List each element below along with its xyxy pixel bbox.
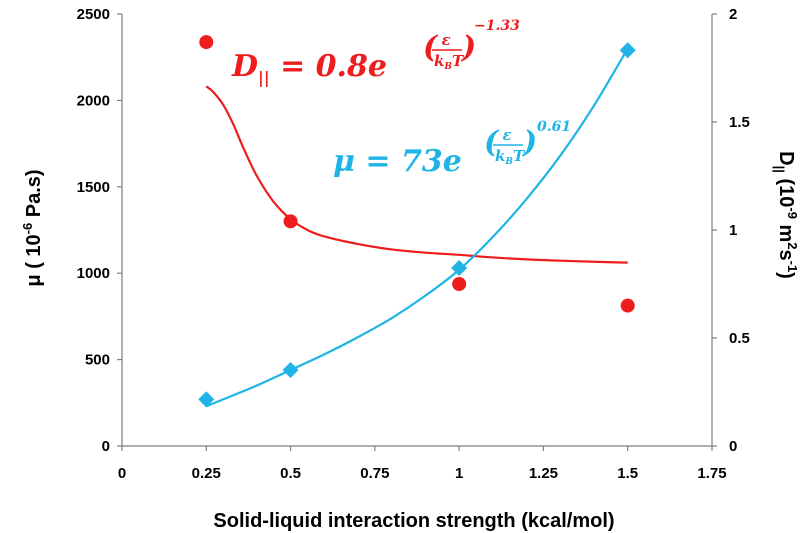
svg-text:(: ( bbox=[423, 30, 439, 65]
svg-text:): ) bbox=[521, 125, 537, 160]
svg-text:(: ( bbox=[484, 125, 500, 160]
viscosity-data-point bbox=[619, 42, 636, 59]
svg-text:D|| = 0.8e: D|| = 0.8e bbox=[231, 49, 387, 87]
svg-text:kBT: kBT bbox=[495, 147, 526, 167]
y-left-tick-label: 2500 bbox=[77, 6, 110, 23]
y-right-tick-label: 2 bbox=[729, 6, 737, 23]
y-right-tick-label: 1.5 bbox=[729, 114, 750, 131]
svg-text:μ = 73e: μ = 73e bbox=[333, 144, 462, 179]
diffusion-fit-line bbox=[205, 85, 628, 264]
y-right-tick-label: 0.5 bbox=[729, 330, 750, 347]
diffusion-data-point bbox=[452, 277, 467, 291]
y-left-tick-label: 1000 bbox=[77, 265, 110, 282]
y-left-tick-label: 2000 bbox=[77, 92, 110, 109]
x-tick-label: 1.5 bbox=[617, 465, 638, 482]
x-tick-label: 0 bbox=[118, 465, 126, 482]
y-right-tick-label: 1 bbox=[729, 222, 737, 239]
y-left-tick-label: 1500 bbox=[77, 179, 110, 196]
equation-mu: μ = 73e ( ε kBT ) 0.61 bbox=[333, 119, 571, 179]
x-axis-title: Solid-liquid interaction strength (kcal/… bbox=[213, 510, 614, 532]
svg-text:): ) bbox=[460, 30, 476, 65]
equation-d-parallel: D|| = 0.8e ( ε kBT ) −1.33 bbox=[231, 18, 520, 87]
viscosity-fit-line bbox=[205, 48, 629, 408]
diffusion-data-point bbox=[620, 298, 635, 313]
x-tick-label: 0.5 bbox=[280, 465, 301, 482]
y-left-tick-label: 0 bbox=[102, 438, 110, 455]
x-tick-label: 0.25 bbox=[192, 465, 221, 482]
x-tick-label: 1.75 bbox=[697, 465, 726, 482]
svg-text:0.61: 0.61 bbox=[537, 119, 571, 135]
series-layer bbox=[198, 35, 636, 408]
svg-text:kBT: kBT bbox=[434, 52, 465, 72]
svg-text:−1.33: −1.33 bbox=[474, 18, 520, 34]
left-y-axis-title: μ ( 10-6 Pa.s) bbox=[20, 169, 45, 286]
viscosity-data-point bbox=[198, 391, 215, 408]
tick-layer: 0 0.25 0.5 0.75 1 1.25 1.5 1.750500100015002000… bbox=[77, 6, 750, 482]
right-y-axis-title: D|| (10-9 m2s-1) bbox=[772, 151, 800, 279]
y-right-tick-label: 0 bbox=[729, 438, 737, 455]
x-tick-label: 0.75 bbox=[360, 465, 389, 482]
viscosity-data-point bbox=[451, 260, 468, 277]
viscosity-data-point bbox=[282, 361, 299, 378]
svg-text:ε: ε bbox=[441, 31, 450, 49]
y-left-tick-label: 500 bbox=[85, 352, 110, 369]
diffusion-data-point bbox=[199, 35, 214, 50]
x-tick-label: 1.25 bbox=[529, 465, 558, 482]
x-tick-label: 1 bbox=[455, 465, 463, 482]
svg-text:ε: ε bbox=[502, 126, 511, 144]
diffusion-data-point bbox=[283, 214, 298, 229]
